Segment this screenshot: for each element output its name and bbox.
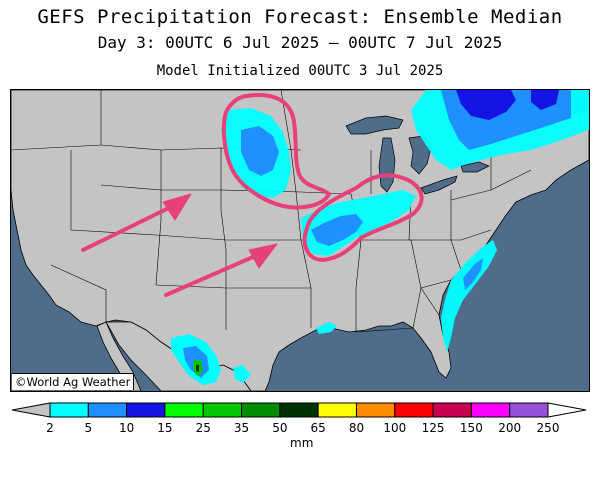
colorbar-unit: mm	[290, 436, 314, 450]
outline-northern-plains	[221, 93, 331, 210]
arrow-1-head	[162, 193, 192, 221]
annotations	[81, 93, 424, 297]
colorbar-swatch	[126, 402, 166, 418]
precip-plains-mid	[241, 126, 279, 176]
colorbar-tick-label: 150	[459, 421, 483, 435]
colorbar-tick-label: 80	[348, 421, 365, 435]
lake-ontario	[460, 161, 490, 173]
lake-michigan	[378, 137, 396, 193]
precip-map	[11, 90, 589, 391]
outline-midwest	[302, 173, 424, 262]
colorbar-swatch	[509, 402, 549, 418]
colorbar-swatch	[87, 402, 128, 418]
colorbar-tick-label: 200	[498, 421, 522, 435]
colorbar-tick-label: 125	[421, 421, 445, 435]
colorbar: 2 5 10 15 25 35 50 65 80 100 125 150 200 250 mm	[11, 402, 588, 452]
colorbar-tick-label: 250	[536, 421, 560, 435]
map-panel	[10, 89, 590, 392]
colorbar-tick-label: 10	[118, 421, 135, 435]
colorbar-swatch	[317, 402, 357, 418]
colorbar-low-arrow	[11, 402, 51, 418]
colorbar-scale	[11, 402, 587, 418]
colorbar-swatch	[202, 402, 243, 418]
lake-erie	[420, 175, 458, 195]
colorbar-tick-label: 25	[195, 421, 211, 435]
colorbar-tick-label: 100	[383, 421, 407, 435]
colorbar-swatch	[49, 402, 89, 418]
precip-northeast-heavy	[456, 90, 516, 120]
map-title: GEFS Precipitation Forecast: Ensemble Me…	[37, 6, 563, 28]
precip-mexico-east	[233, 365, 251, 383]
colorbar-swatch	[432, 402, 472, 418]
colorbar-swatch	[164, 402, 204, 418]
precip-northeast-heavy-2	[531, 90, 559, 110]
precip-shading	[171, 90, 589, 385]
colorbar-swatch	[279, 402, 319, 418]
precip-texas-coast	[316, 322, 337, 334]
precip-central-mid	[311, 214, 363, 246]
colorbar-swatch	[241, 402, 281, 418]
colorbar-swatch	[470, 402, 511, 418]
precip-southeast-light	[441, 240, 497, 352]
precip-mexico-dark	[196, 365, 199, 372]
colorbar-tick-label: 5	[84, 421, 93, 435]
model-init: Model Initialized 00UTC 3 Jul 2025	[156, 63, 444, 79]
arrow-2-shaft	[164, 248, 271, 297]
precip-southeast-mid	[463, 258, 483, 290]
colorbar-tick-label: 15	[157, 421, 173, 435]
colorbar-tick-label: 65	[310, 421, 326, 435]
lake-superior	[345, 115, 404, 135]
colorbar-tick-label: 2	[46, 421, 54, 435]
colorbar-high-arrow	[547, 402, 587, 418]
forecast-period: Day 3: 00UTC 6 Jul 2025 — 00UTC 7 Jul 20…	[97, 33, 503, 52]
colorbar-tick-label: 35	[233, 421, 250, 435]
colorbar-tick-label: 50	[272, 421, 288, 435]
colorbar-swatch	[394, 402, 434, 418]
colorbar-swatch	[355, 402, 396, 418]
arrow-2-head	[248, 243, 278, 269]
map-credit: ©World Ag Weather	[12, 373, 135, 390]
